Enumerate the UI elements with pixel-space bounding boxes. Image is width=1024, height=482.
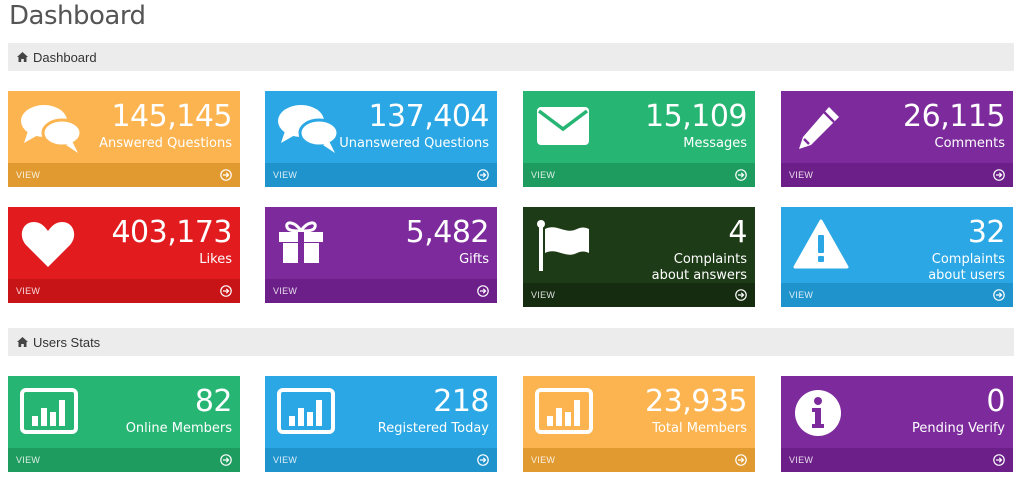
comments-icon	[277, 103, 341, 160]
view-footer[interactable]: VIEW	[523, 163, 755, 187]
stat-label: Comments	[934, 136, 1005, 151]
view-link[interactable]: VIEW	[273, 286, 298, 296]
pencil-icon	[793, 103, 843, 158]
stat-label: Online Members	[125, 421, 232, 436]
section-header-users-stats: Users Stats	[8, 328, 1014, 356]
card-total-members: 23,935 Total Members VIEW	[523, 376, 755, 472]
view-footer[interactable]: VIEW	[781, 283, 1013, 307]
view-link[interactable]: VIEW	[789, 290, 814, 300]
stat-label-line2: about answers	[651, 268, 747, 283]
card-complaints-users: 32 Complaints about users VIEW	[781, 207, 1013, 307]
stat-value: 32	[967, 215, 1006, 250]
stat-label-line1: Complaints	[673, 252, 747, 267]
view-footer[interactable]: VIEW	[8, 279, 240, 303]
stat-label: Answered Questions	[99, 136, 232, 151]
card-messages: 15,109 Messages VIEW	[523, 91, 755, 187]
stat-label: Complaints about users	[928, 252, 1005, 284]
envelope-icon	[535, 103, 591, 152]
section-label: Dashboard	[33, 49, 97, 65]
view-footer[interactable]: VIEW	[781, 448, 1013, 472]
stat-value: 0	[986, 384, 1005, 419]
view-footer[interactable]: VIEW	[265, 448, 497, 472]
view-link[interactable]: VIEW	[789, 455, 814, 465]
stat-label: Likes	[199, 252, 232, 267]
arrow-circle-right-icon[interactable]	[993, 289, 1005, 301]
section-header-dashboard: Dashboard	[8, 43, 1014, 71]
view-link[interactable]: VIEW	[16, 455, 41, 465]
home-icon	[17, 52, 28, 62]
arrow-circle-right-icon[interactable]	[735, 169, 747, 181]
arrow-circle-right-icon[interactable]	[993, 169, 1005, 181]
view-footer[interactable]: VIEW	[523, 283, 755, 307]
page-title: Dashboard	[9, 1, 146, 31]
info-icon	[793, 388, 843, 443]
view-link[interactable]: VIEW	[531, 170, 556, 180]
arrow-circle-right-icon[interactable]	[220, 285, 232, 297]
card-answered-questions: 145,145 Answered Questions VIEW	[8, 91, 240, 187]
stat-value: 15,109	[645, 99, 747, 134]
view-footer[interactable]: VIEW	[8, 163, 240, 187]
stat-value: 137,404	[368, 99, 489, 134]
stat-value: 218	[433, 384, 489, 419]
bar-chart-icon	[535, 388, 593, 439]
card-comments: 26,115 Comments VIEW	[781, 91, 1013, 187]
stat-value: 82	[194, 384, 233, 419]
stat-label: Registered Today	[377, 421, 489, 436]
card-complaints-answers: 4 Complaints about answers VIEW	[523, 207, 755, 307]
stat-value: 403,173	[111, 215, 232, 250]
arrow-circle-right-icon[interactable]	[993, 454, 1005, 466]
stat-label-line1: Complaints	[931, 252, 1005, 267]
card-pending-verify: 0 Pending Verify VIEW	[781, 376, 1013, 472]
view-link[interactable]: VIEW	[16, 170, 41, 180]
stat-value: 4	[728, 215, 747, 250]
gift-icon	[277, 219, 325, 270]
arrow-circle-right-icon[interactable]	[735, 289, 747, 301]
bar-chart-icon	[20, 388, 78, 439]
card-registered-today: 218 Registered Today VIEW	[265, 376, 497, 472]
view-footer[interactable]: VIEW	[8, 448, 240, 472]
stat-value: 23,935	[645, 384, 747, 419]
view-link[interactable]: VIEW	[531, 455, 556, 465]
card-likes: 403,173 Likes VIEW	[8, 207, 240, 303]
arrow-circle-right-icon[interactable]	[735, 454, 747, 466]
flag-icon	[535, 219, 591, 278]
view-link[interactable]: VIEW	[16, 286, 41, 296]
view-link[interactable]: VIEW	[273, 455, 298, 465]
arrow-circle-right-icon[interactable]	[477, 454, 489, 466]
stat-label-line2: about users	[928, 268, 1005, 283]
stat-label: Pending Verify	[912, 421, 1005, 436]
section-label: Users Stats	[33, 334, 101, 350]
arrow-circle-right-icon[interactable]	[477, 285, 489, 297]
stat-value: 5,482	[405, 215, 490, 250]
view-link[interactable]: VIEW	[531, 290, 556, 300]
stat-label: Complaints about answers	[652, 252, 747, 284]
arrow-circle-right-icon[interactable]	[477, 169, 489, 181]
view-link[interactable]: VIEW	[273, 170, 298, 180]
stat-value: 26,115	[903, 99, 1005, 134]
view-footer[interactable]: VIEW	[781, 163, 1013, 187]
stat-value: 145,145	[111, 99, 232, 134]
view-footer[interactable]: VIEW	[265, 279, 497, 303]
bar-chart-icon	[277, 388, 335, 439]
card-gifts: 5,482 Gifts VIEW	[265, 207, 497, 303]
view-footer[interactable]: VIEW	[523, 448, 755, 472]
view-link[interactable]: VIEW	[789, 170, 814, 180]
arrow-circle-right-icon[interactable]	[220, 169, 232, 181]
view-footer[interactable]: VIEW	[265, 163, 497, 187]
heart-icon	[20, 219, 76, 274]
card-online-members: 82 Online Members VIEW	[8, 376, 240, 472]
stat-label: Total Members	[652, 421, 747, 436]
comments-icon	[20, 103, 84, 160]
stat-label: Gifts	[459, 252, 489, 267]
card-unanswered-questions: 137,404 Unanswered Questions VIEW	[265, 91, 497, 187]
home-icon	[17, 337, 28, 347]
stat-label: Messages	[683, 136, 747, 151]
stat-label: Unanswered Questions	[339, 136, 489, 151]
arrow-circle-right-icon[interactable]	[220, 454, 232, 466]
warning-icon	[793, 219, 849, 274]
